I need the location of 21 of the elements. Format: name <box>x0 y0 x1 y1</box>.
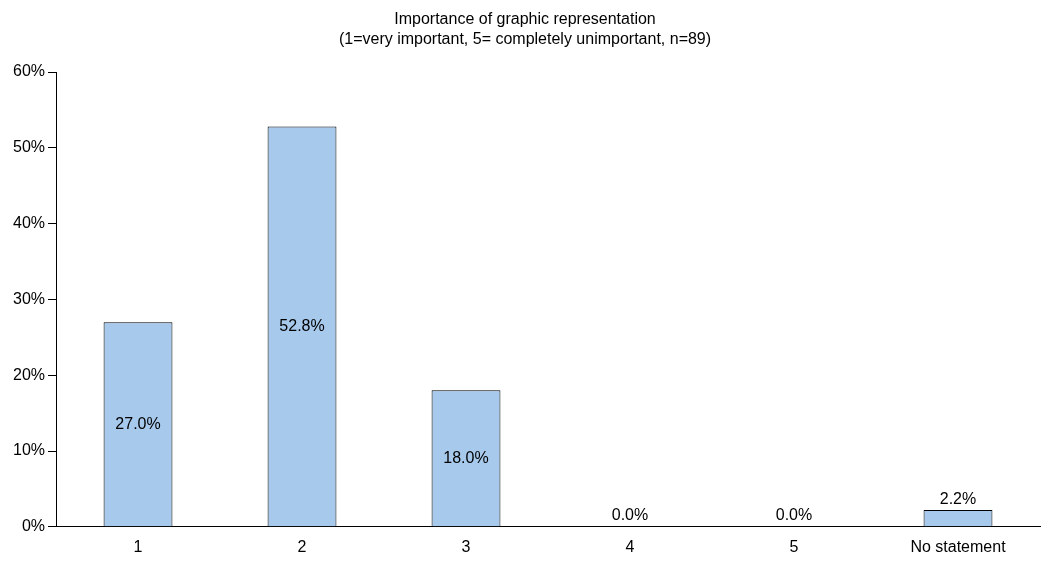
x-tick-label: 1 <box>133 537 143 555</box>
chart-subtitle: (1=very important, 5= completely unimportant, n=89) <box>338 30 712 48</box>
data-label: 2.2% <box>939 489 977 507</box>
y-tick-label: 40% <box>12 214 46 232</box>
data-label: 0.0% <box>611 506 649 524</box>
y-tick-label: 50% <box>12 138 46 156</box>
y-tick-label: 20% <box>12 365 46 383</box>
data-label: 27.0% <box>115 414 161 432</box>
x-tick-label: 3 <box>461 537 471 555</box>
y-tick-label: 0% <box>21 517 46 535</box>
y-tick-label: 30% <box>12 289 46 307</box>
y-tick-label: 60% <box>12 62 46 80</box>
x-tick-label: 4 <box>625 537 635 555</box>
x-tick-label: 5 <box>789 537 799 555</box>
data-label: 18.0% <box>443 448 489 466</box>
y-tick-label: 10% <box>12 441 46 459</box>
data-label: 0.0% <box>775 506 813 524</box>
x-tick-label: 2 <box>297 537 307 555</box>
chart-title: Importance of graphic representation <box>394 10 656 28</box>
data-label: 52.8% <box>279 316 325 334</box>
x-tick-label: No statement <box>910 537 1007 555</box>
